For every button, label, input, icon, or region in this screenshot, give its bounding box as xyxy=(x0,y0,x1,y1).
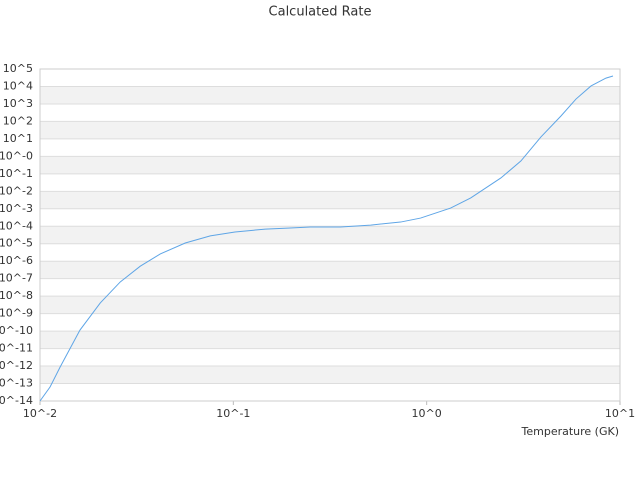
x-tick-label: 10^-1 xyxy=(216,407,250,420)
grid-band xyxy=(40,366,620,384)
y-tick-label: 10^-6 xyxy=(0,254,33,267)
y-tick-label: 10^-1 xyxy=(0,167,33,180)
grid-band xyxy=(40,156,620,174)
y-tick-label: 10^-14 xyxy=(0,394,33,407)
plot-frame xyxy=(39,68,621,402)
y-tick-label: 10^-9 xyxy=(0,307,33,320)
grid-band xyxy=(40,121,620,139)
data-line xyxy=(39,75,614,402)
y-tick-label: 10^-4 xyxy=(0,219,33,232)
y-tick-label: 10^2 xyxy=(3,114,33,127)
y-tick-label: 10^1 xyxy=(3,132,33,145)
x-tick-label: 10^1 xyxy=(605,407,635,420)
grid-band xyxy=(40,296,620,314)
grid-band xyxy=(40,86,620,104)
y-tick-label: 10^-13 xyxy=(0,377,33,390)
y-tick-label: 10^-5 xyxy=(0,237,33,250)
y-tick-label: 10^-3 xyxy=(0,202,33,215)
grid-band xyxy=(40,331,620,349)
y-tick-label: 10^-11 xyxy=(0,342,33,355)
y-tick-label: 10^3 xyxy=(3,97,33,110)
grid-band xyxy=(40,261,620,279)
y-tick-label: 10^-7 xyxy=(0,272,33,285)
x-axis-label: Temperature (GK) xyxy=(521,425,620,438)
chart-title: Calculated Rate xyxy=(269,5,372,20)
y-tick-label: 10^5 xyxy=(3,62,33,75)
y-tick-label: 10^-0 xyxy=(0,149,33,162)
y-tick-label: 10^4 xyxy=(3,79,33,92)
y-tick-label: 10^-2 xyxy=(0,184,33,197)
y-tick-label: 10^-8 xyxy=(0,289,33,302)
x-tick-label: 10^0 xyxy=(412,407,442,420)
y-tick-label: 10^-10 xyxy=(0,324,33,337)
y-tick-label: 10^-12 xyxy=(0,359,33,372)
grid-band xyxy=(40,226,620,244)
grid-band xyxy=(40,191,620,209)
x-tick-label: 10^-2 xyxy=(23,407,57,420)
